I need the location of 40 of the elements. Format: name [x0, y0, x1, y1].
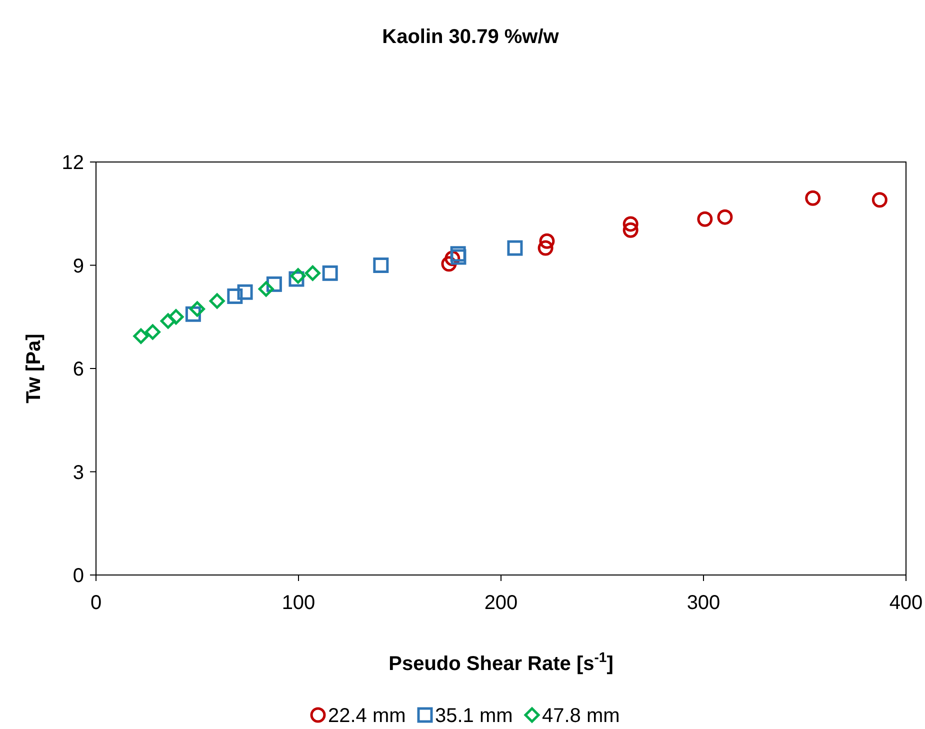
point — [450, 246, 466, 262]
point — [622, 216, 638, 232]
y-tick-label: 12 — [62, 152, 84, 174]
point — [450, 249, 466, 265]
point — [622, 222, 638, 238]
y-axis-title: Tw [Pa] — [23, 334, 45, 404]
point — [304, 265, 320, 281]
point — [144, 324, 160, 340]
point — [872, 192, 888, 208]
x-tick-label: 300 — [686, 592, 720, 614]
point — [258, 281, 274, 297]
point — [538, 240, 554, 256]
y-tick-label: 9 — [72, 255, 84, 278]
x-tick-label: 0 — [90, 592, 102, 614]
point — [160, 313, 176, 329]
y-tick-label: 0 — [72, 565, 84, 587]
point — [539, 233, 555, 249]
point — [322, 265, 338, 281]
legend-label: 22.4 mm — [328, 705, 406, 727]
x-tick-label: 400 — [889, 592, 923, 614]
legend-label: 35.1 mm — [435, 705, 513, 727]
point — [237, 284, 253, 300]
x-tick-label: 200 — [484, 592, 518, 614]
point — [209, 293, 225, 309]
point — [190, 301, 205, 317]
point — [290, 268, 306, 284]
point — [168, 309, 184, 325]
point — [507, 240, 523, 256]
legend-label: 47.8 mm — [542, 705, 620, 727]
point — [133, 328, 149, 344]
point — [373, 258, 389, 273]
point — [697, 211, 713, 227]
point — [717, 209, 733, 225]
chart-title: Kaolin 30.79 %w/w — [382, 26, 560, 48]
y-tick-label: 6 — [72, 358, 84, 380]
point — [227, 288, 243, 304]
x-axis-title: Pseudo Shear Rate [s$^{-1}$] — [388, 649, 614, 675]
point — [805, 190, 821, 206]
y-tick-label: 3 — [72, 462, 84, 484]
x-tick-label: 100 — [282, 592, 316, 614]
